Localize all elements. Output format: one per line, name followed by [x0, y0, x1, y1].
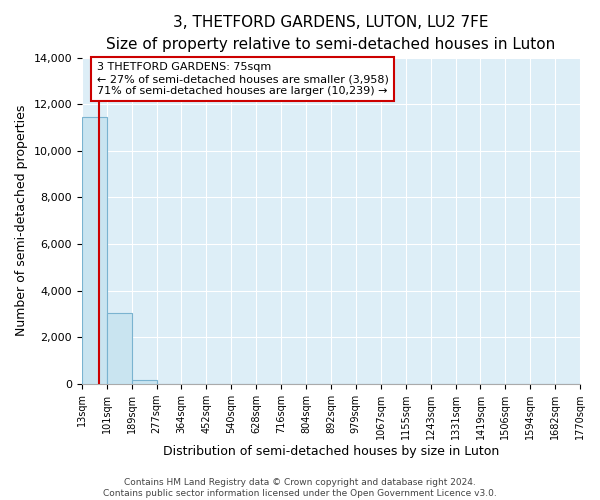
- Text: Contains HM Land Registry data © Crown copyright and database right 2024.
Contai: Contains HM Land Registry data © Crown c…: [103, 478, 497, 498]
- X-axis label: Distribution of semi-detached houses by size in Luton: Distribution of semi-detached houses by …: [163, 444, 499, 458]
- Title: 3, THETFORD GARDENS, LUTON, LU2 7FE
Size of property relative to semi-detached h: 3, THETFORD GARDENS, LUTON, LU2 7FE Size…: [106, 15, 556, 52]
- Y-axis label: Number of semi-detached properties: Number of semi-detached properties: [15, 105, 28, 336]
- Text: 3 THETFORD GARDENS: 75sqm
← 27% of semi-detached houses are smaller (3,958)
71% : 3 THETFORD GARDENS: 75sqm ← 27% of semi-…: [97, 62, 389, 96]
- Bar: [107, 312, 132, 384]
- Bar: [82, 117, 107, 384]
- Bar: [132, 380, 157, 384]
